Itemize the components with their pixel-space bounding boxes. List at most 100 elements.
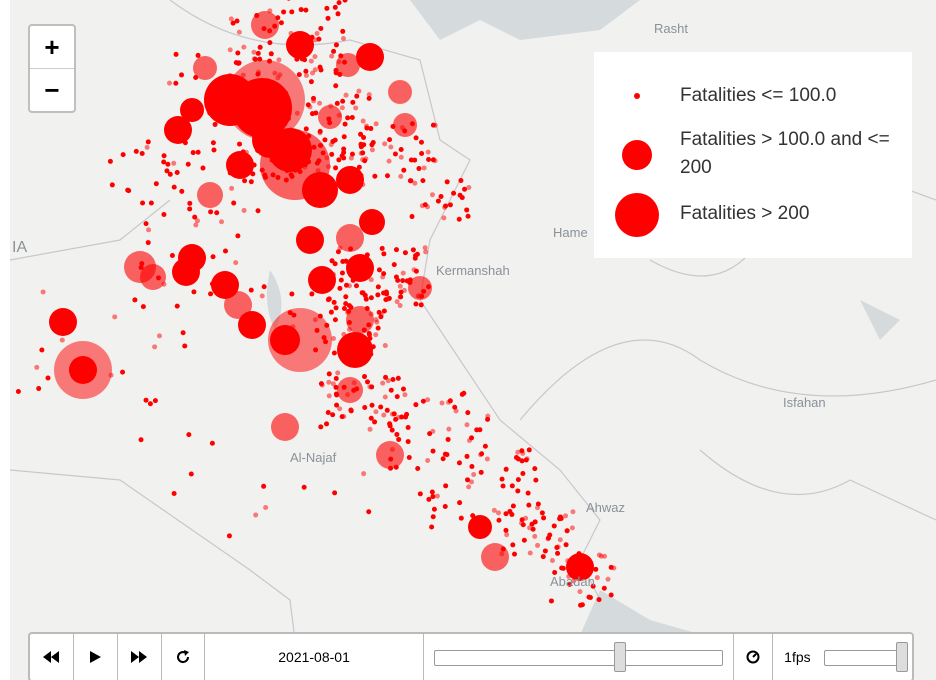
- event-marker: [477, 427, 483, 433]
- event-marker: [180, 98, 204, 122]
- event-marker: [404, 411, 410, 417]
- event-marker: [408, 276, 432, 300]
- zoom-out[interactable]: −: [30, 68, 74, 111]
- event-marker: [298, 7, 304, 13]
- event-marker: [313, 110, 319, 116]
- event-marker: [307, 104, 313, 110]
- event-marker: [227, 47, 233, 53]
- event-marker: [360, 118, 366, 124]
- event-marker: [324, 421, 330, 427]
- speed-slider[interactable]: [822, 634, 912, 680]
- event-marker: [397, 302, 403, 308]
- event-marker: [410, 247, 416, 253]
- city-label: Abadan: [550, 574, 595, 589]
- event-marker: [173, 51, 179, 57]
- event-marker: [341, 149, 347, 155]
- event-marker: [395, 375, 401, 381]
- event-marker: [567, 581, 573, 587]
- event-marker: [527, 550, 533, 556]
- zoom-in[interactable]: +: [44, 32, 60, 62]
- event-marker: [212, 121, 218, 127]
- event-marker: [194, 218, 200, 224]
- event-marker: [356, 164, 362, 170]
- event-marker: [235, 50, 241, 56]
- event-marker: [398, 289, 404, 295]
- event-marker: [440, 456, 446, 462]
- event-marker: [364, 125, 370, 131]
- event-marker: [608, 564, 614, 570]
- event-marker: [533, 477, 539, 483]
- event-marker: [336, 0, 342, 6]
- event-marker: [376, 267, 382, 273]
- event-marker: [548, 598, 554, 604]
- event-marker: [465, 213, 471, 219]
- event-marker: [525, 490, 531, 496]
- event-marker: [438, 194, 444, 200]
- event-marker: [333, 42, 339, 48]
- event-marker: [442, 504, 448, 510]
- event-marker: [49, 308, 77, 336]
- event-marker: [197, 182, 223, 208]
- event-marker: [400, 386, 406, 392]
- event-marker: [326, 296, 332, 302]
- play-button[interactable]: [74, 634, 118, 680]
- event-marker: [144, 144, 150, 150]
- event-marker: [339, 270, 345, 276]
- event-marker: [302, 172, 338, 208]
- event-marker: [386, 158, 392, 164]
- slider-handle[interactable]: [896, 642, 909, 672]
- event-marker: [356, 43, 384, 71]
- event-marker: [545, 536, 551, 542]
- event-marker: [408, 178, 414, 184]
- event-marker: [496, 517, 502, 523]
- event-marker: [362, 374, 368, 380]
- event-marker: [326, 371, 332, 377]
- event-marker: [552, 570, 558, 576]
- event-marker: [278, 20, 284, 26]
- event-marker: [529, 521, 535, 527]
- event-marker: [333, 83, 339, 89]
- event-marker: [555, 550, 561, 556]
- event-marker: [372, 419, 378, 425]
- event-marker: [383, 374, 389, 380]
- event-marker: [430, 448, 436, 454]
- event-marker: [34, 364, 40, 370]
- event-marker: [482, 443, 488, 449]
- event-marker: [318, 424, 324, 430]
- event-marker: [331, 350, 337, 356]
- event-marker: [369, 402, 375, 408]
- event-marker: [503, 527, 509, 533]
- event-marker: [348, 155, 354, 161]
- event-marker: [421, 165, 427, 171]
- event-marker: [336, 157, 342, 163]
- event-marker: [210, 254, 216, 260]
- event-marker: [164, 116, 192, 144]
- event-marker: [312, 54, 318, 60]
- slider-track: [433, 650, 723, 666]
- event-marker: [499, 476, 505, 482]
- event-marker: [457, 500, 463, 506]
- event-marker: [388, 80, 412, 104]
- loop-button[interactable]: [162, 634, 206, 680]
- event-marker: [270, 325, 300, 355]
- city-label: Al-Najaf: [290, 450, 337, 465]
- event-marker: [464, 207, 470, 213]
- step-forward-button[interactable]: [118, 634, 162, 680]
- event-marker: [376, 441, 404, 469]
- event-marker: [310, 95, 316, 101]
- slider-handle[interactable]: [613, 642, 626, 672]
- event-marker: [241, 44, 247, 50]
- event-marker: [586, 594, 592, 600]
- event-marker: [381, 308, 387, 314]
- event-marker: [515, 488, 521, 494]
- event-marker: [439, 400, 445, 406]
- event-marker: [179, 188, 185, 194]
- event-marker: [420, 398, 426, 404]
- event-marker: [559, 565, 565, 571]
- step-back-button[interactable]: [30, 634, 74, 680]
- time-slider[interactable]: [424, 634, 734, 680]
- legend-label: Fatalities > 100.0 and <= 200: [680, 129, 890, 178]
- event-marker: [192, 214, 198, 220]
- event-marker: [261, 284, 267, 290]
- event-marker: [251, 56, 257, 62]
